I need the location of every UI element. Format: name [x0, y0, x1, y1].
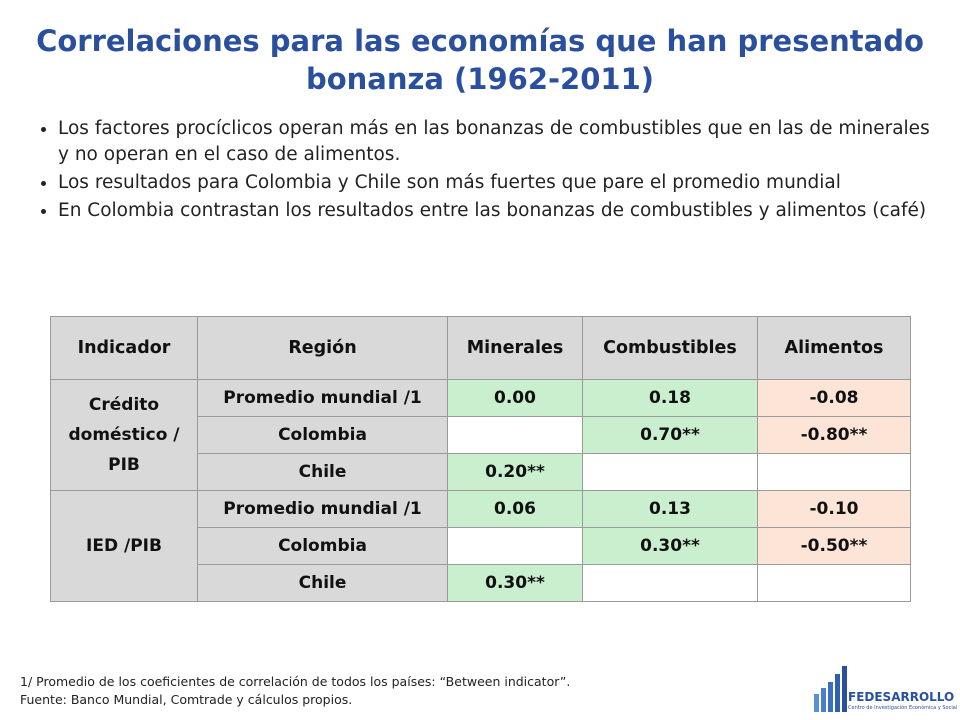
region-cell: Chile [197, 453, 448, 491]
region-cell: Chile [197, 564, 448, 602]
row: Colombia 0.30** -0.50** [51, 527, 911, 565]
indicator-cell: Crédito doméstico / PIB [50, 379, 198, 491]
region-cell: Promedio mundial /1 [197, 379, 448, 417]
value-cell: 0.30** [447, 564, 583, 602]
row: Colombia 0.70** -0.80** [51, 416, 911, 454]
row: Crédito doméstico / PIB Promedio mundial… [50, 379, 911, 491]
empty-cell [447, 527, 583, 565]
row: IED /PIB Promedio mundial /1 0.06 0.13 -… [50, 490, 911, 602]
bullet: En Colombia contrastan los resultados en… [58, 198, 938, 224]
value-cell: 0.30** [582, 527, 758, 565]
empty-cell [757, 453, 911, 491]
region-cell: Promedio mundial /1 [197, 490, 448, 528]
empty-cell [757, 564, 911, 602]
slide-title: Correlaciones para las economías que han… [36, 24, 924, 96]
value-cell: 0.70** [582, 416, 758, 454]
value-cell: -0.10 [757, 490, 911, 528]
value-cell: 0.18 [582, 379, 758, 417]
header-cell: Combustibles [582, 316, 758, 380]
value-cell: 0.13 [582, 490, 758, 528]
region-cell: Colombia [197, 527, 448, 565]
region-cell: Colombia [197, 416, 448, 454]
value-cell: -0.08 [757, 379, 911, 417]
empty-cell [582, 453, 758, 491]
logo-subtitle: Centro de Investigación Económica y Soci… [848, 705, 958, 711]
bullet: Los resultados para Colombia y Chile son… [58, 170, 938, 196]
logo-mark [814, 666, 847, 712]
header-cell: Región [197, 316, 448, 380]
correlation-table: Indicador Región Minerales Combustibles … [50, 316, 911, 602]
row: Chile 0.20** [51, 453, 911, 491]
footnote: Fuente: Banco Mundial, Comtrade y cálcul… [20, 692, 353, 707]
header-cell: Alimentos [757, 316, 911, 380]
header-cell: Indicador [50, 316, 198, 380]
value-cell: -0.50** [757, 527, 911, 565]
value-cell: 0.00 [447, 379, 583, 417]
footnote: 1/ Promedio de los coeficientes de corre… [20, 674, 571, 689]
footnotes: 1/ Promedio de los coeficientes de corre… [20, 673, 570, 709]
bullet-list: Los factores procíclicos operan más en l… [30, 116, 938, 226]
empty-cell [582, 564, 758, 602]
value-cell: 0.20** [447, 453, 583, 491]
value-cell: -0.80** [757, 416, 911, 454]
empty-cell [447, 416, 583, 454]
indicator-cell: IED /PIB [50, 490, 198, 602]
logo-name: FEDESARROLLO [848, 690, 955, 704]
row: Chile 0.30** [51, 564, 911, 602]
header-row: Indicador Región Minerales Combustibles … [50, 316, 911, 380]
bullet: Los factores procíclicos operan más en l… [58, 116, 938, 168]
value-cell: 0.06 [447, 490, 583, 528]
header-cell: Minerales [447, 316, 583, 380]
